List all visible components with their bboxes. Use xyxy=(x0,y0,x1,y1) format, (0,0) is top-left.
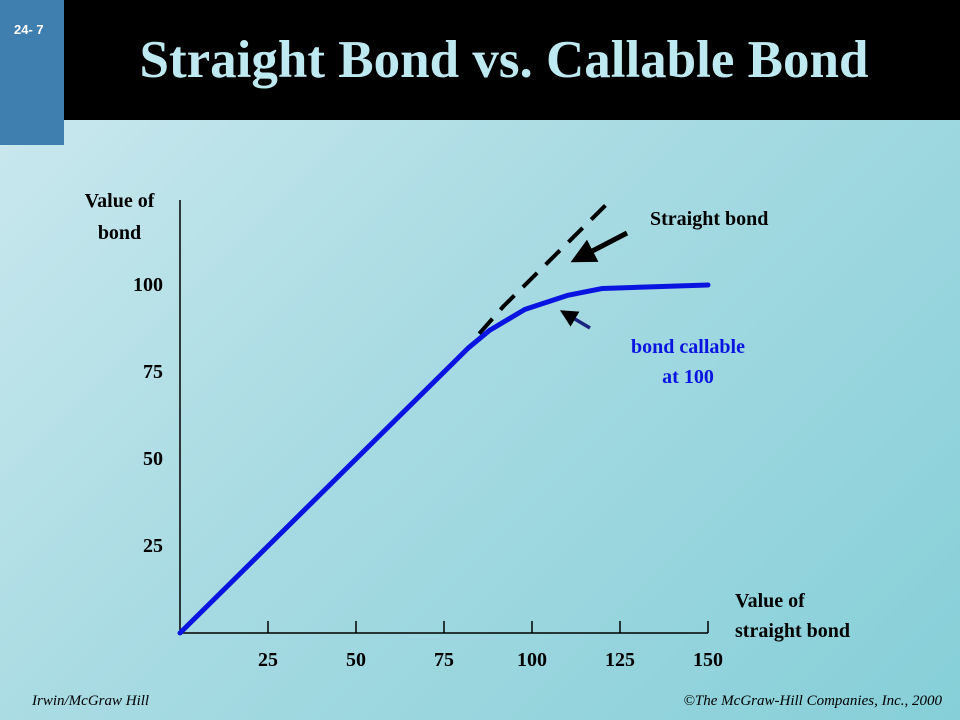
x-tick-label-125: 125 xyxy=(605,649,635,671)
title-bar xyxy=(0,0,960,120)
x-tick-label-100: 100 xyxy=(517,649,547,671)
x-tick-label-50: 50 xyxy=(346,649,366,671)
x-axis-label: Value of straight bond xyxy=(735,586,850,646)
footer-publisher: Irwin/McGraw Hill xyxy=(32,693,150,709)
footer-copyright: ©The McGraw-Hill Companies, Inc., 2000 xyxy=(683,693,942,709)
slide-number-badge: 24- 7 xyxy=(0,0,64,145)
callable-bond-label-line-2: at 100 xyxy=(662,366,714,388)
callable-bond-label-line-1: bond callable xyxy=(631,336,745,358)
callable-bond-pointer-arrow xyxy=(559,310,591,330)
straight-bond-label: Straight bond xyxy=(650,208,769,230)
x-axis-label-line-1: Value of xyxy=(735,590,805,612)
callable-bond-line xyxy=(177,282,711,636)
callable-bond-label: bond callable at 100 xyxy=(608,332,768,392)
y-axis-label-line-1: Value of xyxy=(84,190,155,212)
x-tick-label-75: 75 xyxy=(434,649,454,671)
y-tick-label-100: 100 xyxy=(133,273,163,296)
straight-bond-line xyxy=(477,200,611,336)
y-axis-label: Value of bond xyxy=(62,185,177,249)
x-tick-label-150: 150 xyxy=(693,649,723,671)
y-tick-label-50: 50 xyxy=(143,447,163,470)
y-tick-label-75: 75 xyxy=(143,360,163,383)
y-axis-label-line-2: bond xyxy=(97,222,142,244)
x-tick-label-25: 25 xyxy=(258,649,278,671)
slide-title: Straight Bond vs. Callable Bond xyxy=(139,31,869,89)
x-axis-label-line-2: straight bond xyxy=(735,620,851,642)
y-tick-label-25: 25 xyxy=(143,534,163,557)
slide-number: 24- 7 xyxy=(14,22,44,37)
straight-bond-pointer-arrow xyxy=(570,230,629,263)
